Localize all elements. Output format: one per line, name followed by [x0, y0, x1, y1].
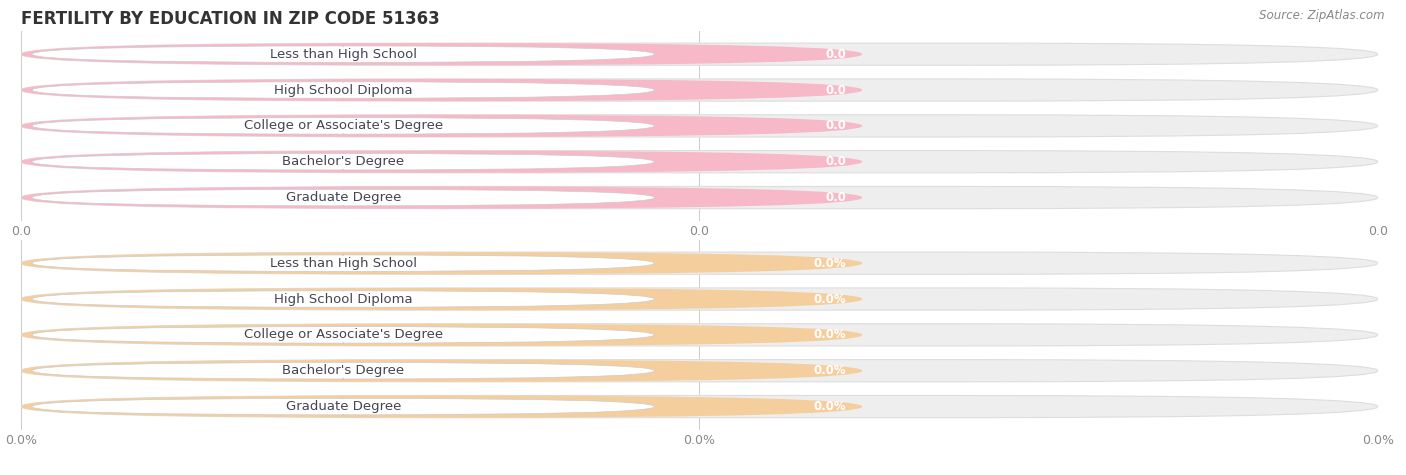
- Text: 0.0%: 0.0%: [814, 256, 846, 270]
- Text: High School Diploma: High School Diploma: [274, 84, 412, 96]
- Text: Source: ZipAtlas.com: Source: ZipAtlas.com: [1260, 10, 1385, 22]
- FancyBboxPatch shape: [21, 360, 862, 382]
- Text: Graduate Degree: Graduate Degree: [285, 191, 401, 204]
- Text: College or Associate's Degree: College or Associate's Degree: [243, 328, 443, 342]
- FancyBboxPatch shape: [21, 115, 862, 137]
- FancyBboxPatch shape: [21, 396, 1378, 418]
- FancyBboxPatch shape: [21, 115, 1378, 137]
- FancyBboxPatch shape: [21, 187, 862, 209]
- FancyBboxPatch shape: [21, 43, 862, 65]
- FancyBboxPatch shape: [21, 43, 1378, 65]
- FancyBboxPatch shape: [21, 288, 1378, 310]
- FancyBboxPatch shape: [21, 288, 862, 310]
- FancyBboxPatch shape: [21, 79, 1378, 101]
- FancyBboxPatch shape: [32, 118, 654, 134]
- Text: Bachelor's Degree: Bachelor's Degree: [283, 364, 405, 377]
- FancyBboxPatch shape: [21, 151, 862, 173]
- Text: Less than High School: Less than High School: [270, 48, 416, 61]
- Text: College or Associate's Degree: College or Associate's Degree: [243, 119, 443, 133]
- Text: 0.0: 0.0: [825, 48, 846, 61]
- Text: Less than High School: Less than High School: [270, 256, 416, 270]
- Text: Graduate Degree: Graduate Degree: [285, 400, 401, 413]
- FancyBboxPatch shape: [21, 324, 862, 346]
- Text: 0.0: 0.0: [825, 155, 846, 168]
- Text: 0.0: 0.0: [825, 84, 846, 96]
- FancyBboxPatch shape: [32, 255, 654, 271]
- FancyBboxPatch shape: [21, 187, 1378, 209]
- Text: 0.0%: 0.0%: [814, 293, 846, 305]
- Text: 0.0%: 0.0%: [814, 364, 846, 377]
- Text: 0.0: 0.0: [825, 119, 846, 133]
- FancyBboxPatch shape: [32, 153, 654, 170]
- FancyBboxPatch shape: [21, 396, 862, 418]
- FancyBboxPatch shape: [32, 46, 654, 62]
- Text: FERTILITY BY EDUCATION IN ZIP CODE 51363: FERTILITY BY EDUCATION IN ZIP CODE 51363: [21, 10, 440, 28]
- FancyBboxPatch shape: [32, 82, 654, 98]
- FancyBboxPatch shape: [21, 324, 1378, 346]
- FancyBboxPatch shape: [32, 327, 654, 343]
- Text: 0.0: 0.0: [825, 191, 846, 204]
- Text: High School Diploma: High School Diploma: [274, 293, 412, 305]
- Text: Bachelor's Degree: Bachelor's Degree: [283, 155, 405, 168]
- FancyBboxPatch shape: [21, 79, 862, 101]
- FancyBboxPatch shape: [32, 362, 654, 379]
- FancyBboxPatch shape: [21, 151, 1378, 173]
- FancyBboxPatch shape: [21, 252, 862, 274]
- Text: 0.0%: 0.0%: [814, 328, 846, 342]
- FancyBboxPatch shape: [32, 399, 654, 415]
- Text: 0.0%: 0.0%: [814, 400, 846, 413]
- FancyBboxPatch shape: [21, 360, 1378, 382]
- FancyBboxPatch shape: [21, 252, 1378, 274]
- FancyBboxPatch shape: [32, 190, 654, 206]
- FancyBboxPatch shape: [32, 291, 654, 307]
